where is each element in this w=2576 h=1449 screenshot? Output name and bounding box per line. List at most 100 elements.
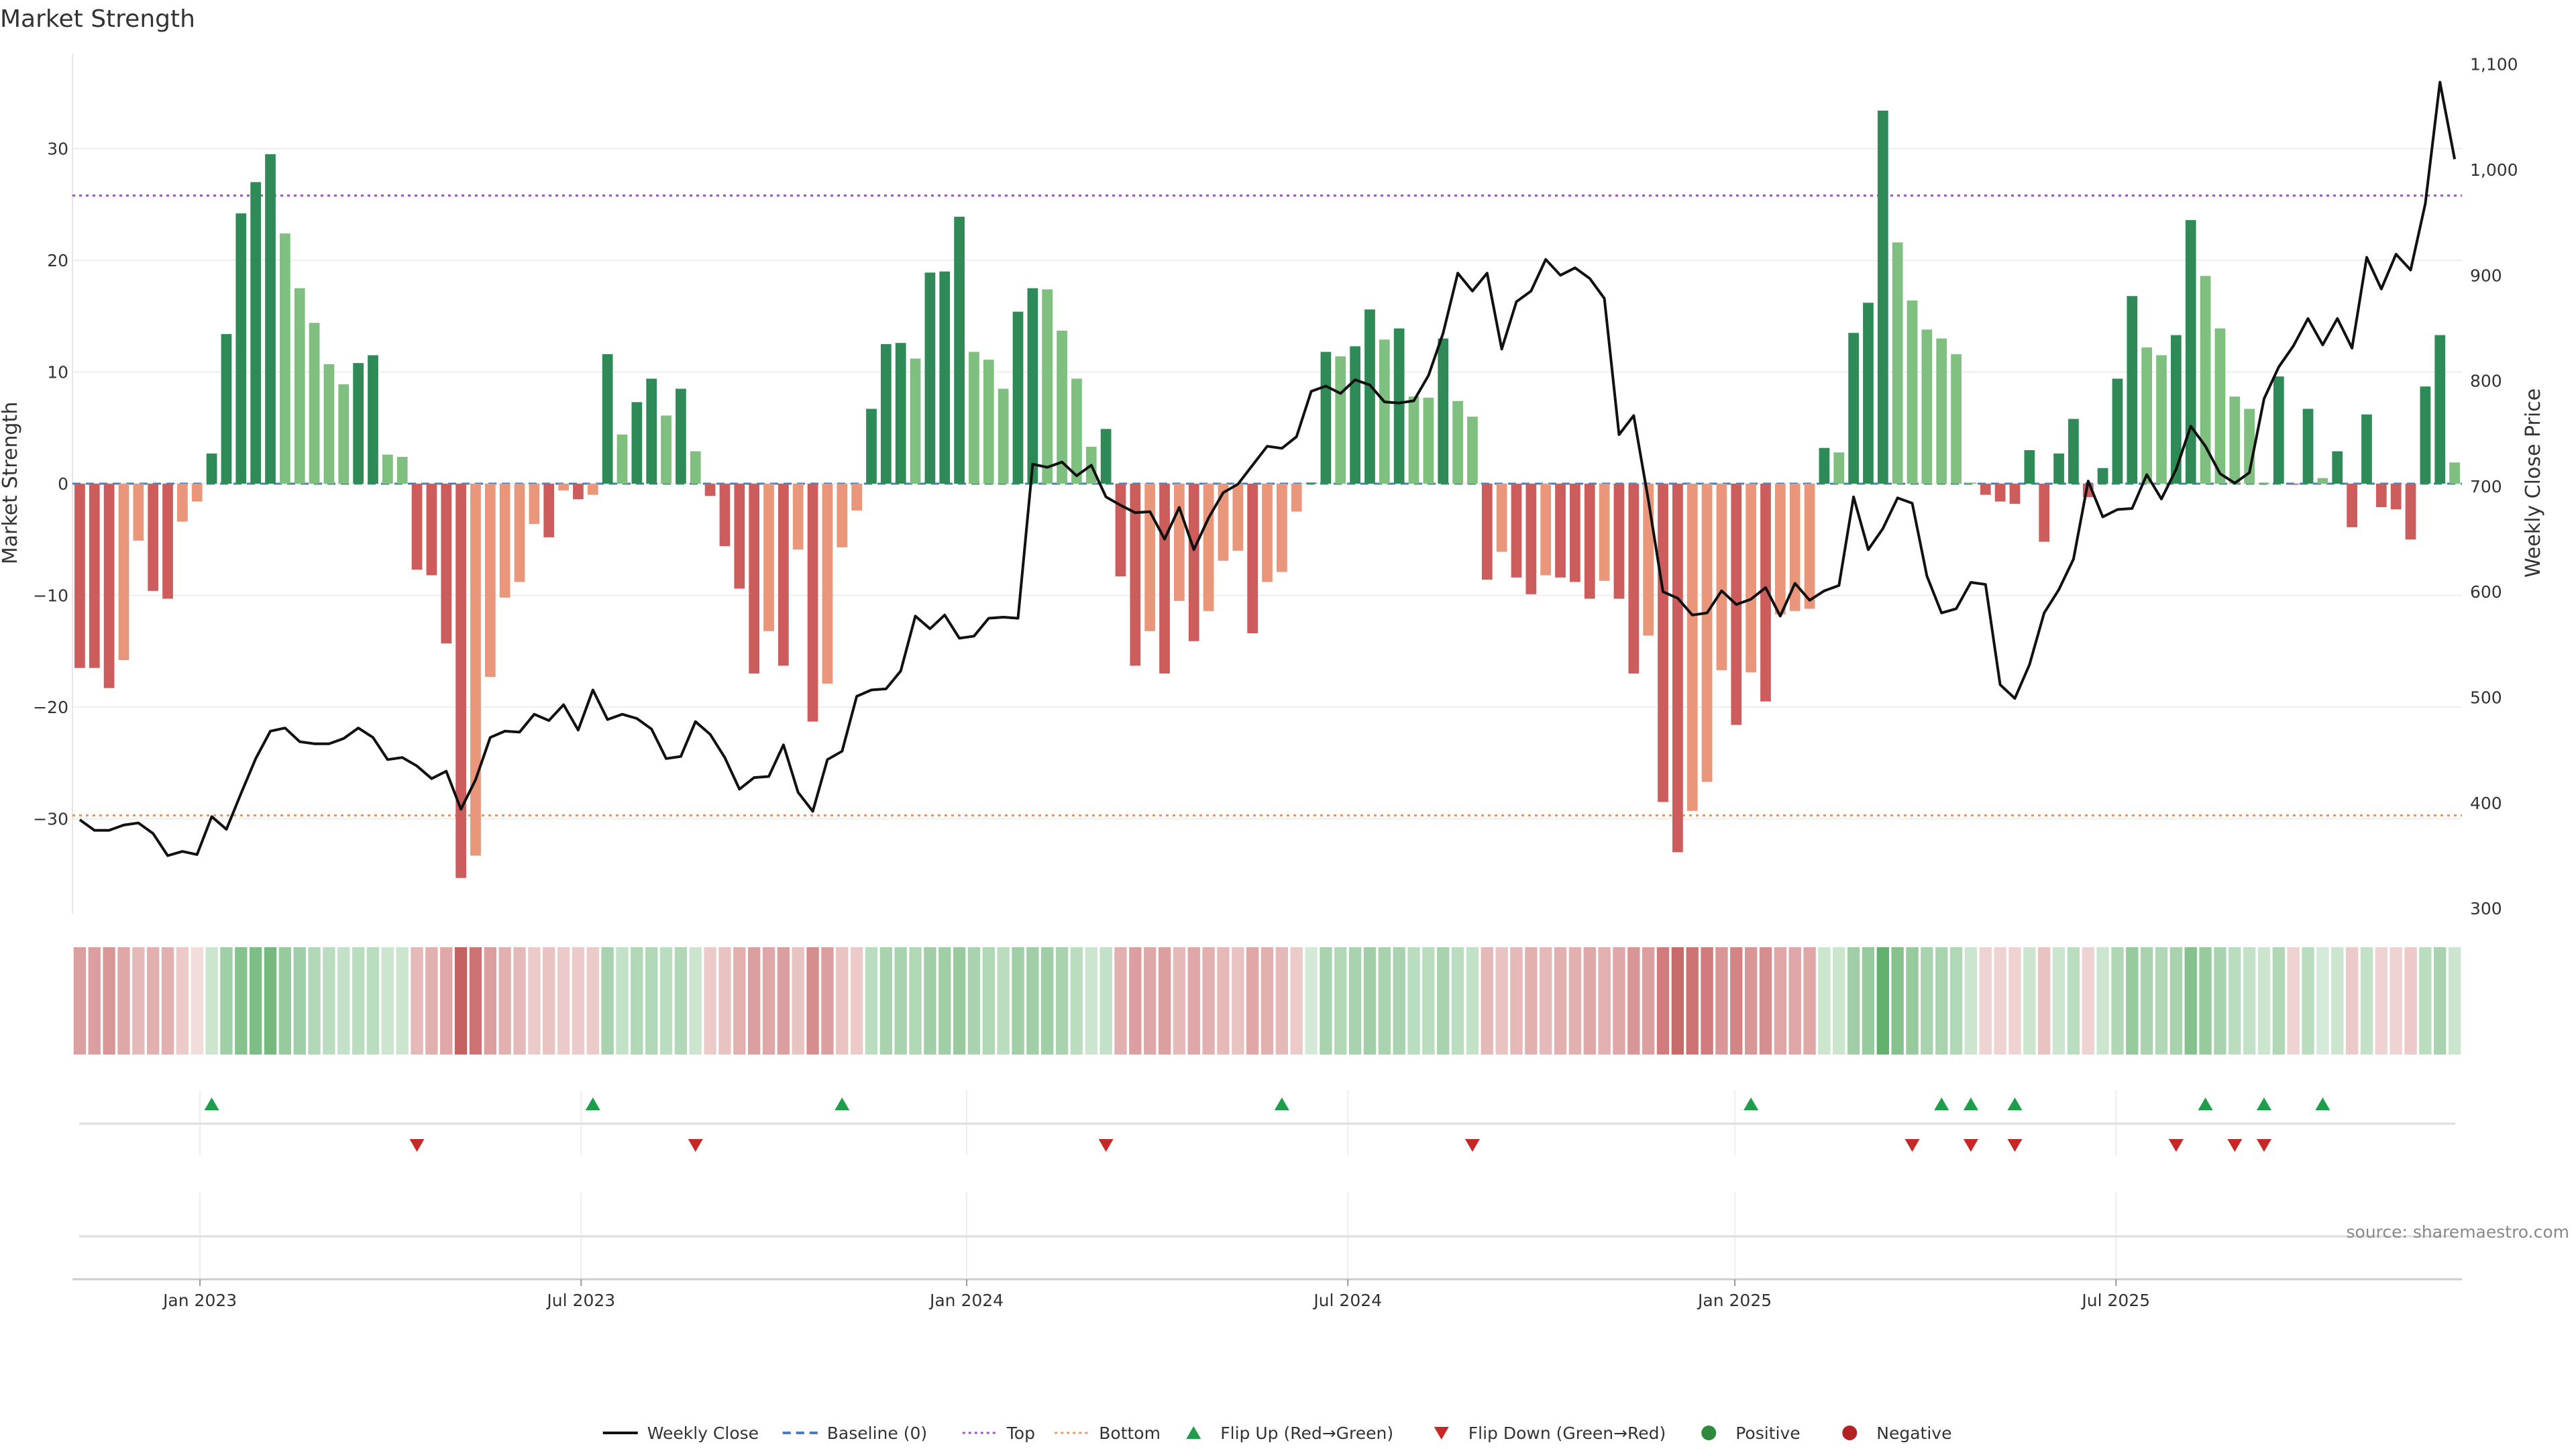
strength-bar xyxy=(1628,484,1640,674)
heat-cell xyxy=(689,947,702,1055)
strength-bar xyxy=(1247,484,1258,634)
heat-cell xyxy=(381,947,394,1055)
heat-cell xyxy=(1921,947,1933,1055)
heat-cell xyxy=(1055,947,1069,1055)
legend: Weekly Close Baseline (0) Top Bottom Flip Up… xyxy=(602,1424,1951,1443)
heat-cell xyxy=(2155,947,2168,1055)
heat-cell xyxy=(982,947,995,1055)
legend-swatch xyxy=(1701,1426,1717,1440)
heat-cell xyxy=(1481,947,1493,1055)
heat-cell xyxy=(2052,947,2065,1055)
heat-cell xyxy=(586,947,599,1055)
strength-bar xyxy=(1716,484,1727,671)
strength-bar xyxy=(2375,484,2387,507)
heat-cell xyxy=(1114,947,1127,1055)
heat-cell xyxy=(1334,947,1347,1055)
strength-bar xyxy=(1994,484,2006,502)
heat-cell xyxy=(1935,947,1948,1055)
flip-down-marker xyxy=(2168,1139,2184,1152)
strength-bar xyxy=(499,484,511,598)
heat-cell xyxy=(1701,947,1713,1055)
strength-bar xyxy=(1232,484,1244,551)
strength-bar xyxy=(323,364,335,484)
heat-cell xyxy=(894,947,907,1055)
heat-cell xyxy=(733,947,746,1055)
heat-cell xyxy=(1656,947,1670,1055)
heat-cell xyxy=(1041,947,1054,1055)
heat-cell xyxy=(352,947,365,1055)
heat-cell xyxy=(1774,947,1787,1055)
heat-cell xyxy=(264,947,277,1055)
heat-cell xyxy=(103,947,115,1055)
strength-bar xyxy=(1188,484,1199,641)
strength-bar xyxy=(382,454,393,484)
strength-bar xyxy=(1804,484,1815,609)
flip-up-marker xyxy=(1274,1097,1289,1110)
strength-bar xyxy=(2273,376,2284,484)
strength-bar xyxy=(2259,482,2269,484)
heat-cell xyxy=(762,947,775,1055)
heat-cell xyxy=(1305,947,1318,1055)
heat-cell xyxy=(1378,947,1391,1055)
strength-bar xyxy=(1774,484,1786,614)
heat-cell xyxy=(205,947,218,1055)
strength-bar xyxy=(690,451,701,484)
x-tick-label: Jan 2025 xyxy=(1697,1291,1772,1310)
x-tick-label: Jan 2024 xyxy=(928,1291,1004,1310)
strength-bar xyxy=(1203,484,1214,611)
heat-cell xyxy=(850,947,863,1055)
flip-markers-panel xyxy=(79,1090,2455,1278)
heat-cell xyxy=(1232,947,1244,1055)
strength-bar xyxy=(133,484,144,541)
strength-bar xyxy=(910,358,921,484)
y-tick-label: −30 xyxy=(33,809,68,828)
legend-label: Flip Down (Green→Red) xyxy=(1468,1424,1666,1443)
strength-bar xyxy=(1555,484,1566,578)
x-axis: Jan 2023 Jul 2023 Jan 2024 Jul 2024 Jan 2025… xyxy=(72,1278,2462,1310)
heat-cell xyxy=(967,947,981,1055)
heat-cell xyxy=(1847,947,1860,1055)
heat-cell xyxy=(1568,947,1582,1055)
heat-cell xyxy=(645,947,658,1055)
flip-up-marker xyxy=(1743,1097,1759,1110)
heat-cell xyxy=(1275,947,1289,1055)
heat-cell xyxy=(2111,947,2124,1055)
strength-bar xyxy=(983,360,994,484)
heat-cell xyxy=(1260,947,1274,1055)
heat-cell xyxy=(411,947,423,1055)
strength-bar xyxy=(2361,414,2372,484)
heat-cell xyxy=(1407,947,1420,1055)
legend-item: Top xyxy=(962,1424,1035,1443)
heat-cell xyxy=(1744,947,1758,1055)
strength-bar xyxy=(338,384,350,484)
strength-bar xyxy=(1848,333,1859,484)
strength-bar xyxy=(2229,396,2241,484)
flip-up-marker xyxy=(1963,1097,1978,1110)
strength-bar xyxy=(368,355,378,484)
strength-bar xyxy=(250,182,262,484)
legend-label: Top xyxy=(1006,1424,1035,1443)
heat-cell xyxy=(2243,947,2256,1055)
strength-bar xyxy=(2127,296,2138,484)
strength-bar xyxy=(221,333,232,484)
legend-label: Flip Up (Red→Green) xyxy=(1220,1424,1393,1443)
strength-bar xyxy=(587,484,598,495)
heat-cell xyxy=(235,947,248,1055)
strength-bar xyxy=(353,363,364,484)
heat-cell xyxy=(704,947,716,1055)
y-tick-label: 30 xyxy=(47,140,68,159)
y2-tick-label: 1,000 xyxy=(2470,160,2518,180)
strength-bar xyxy=(2347,484,2357,527)
heat-cell xyxy=(718,947,731,1055)
y2-tick-label: 400 xyxy=(2470,794,2502,813)
heat-cell xyxy=(2023,947,2036,1055)
strength-bar xyxy=(148,484,159,591)
strength-bar xyxy=(309,323,320,484)
heat-cell xyxy=(2082,947,2094,1055)
heat-cell xyxy=(1979,947,1992,1055)
heat-cell xyxy=(1202,947,1215,1055)
strength-bar xyxy=(1057,330,1067,484)
heat-cell xyxy=(997,947,1010,1055)
heat-cell xyxy=(1686,947,1699,1055)
y2-tick-label: 300 xyxy=(2470,899,2502,918)
